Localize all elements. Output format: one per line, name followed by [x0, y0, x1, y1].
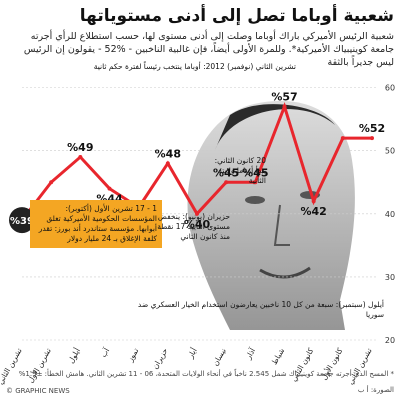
data-point	[78, 155, 83, 160]
data-label: %57	[271, 91, 297, 104]
annotation-january: 20 كانون الثاني: يبدأ أوباما ولايته الثا…	[214, 156, 266, 185]
y-tick-label: 60	[385, 84, 395, 93]
data-label: %45	[213, 166, 239, 179]
x-tick-label: تشرين الثاني	[0, 347, 24, 386]
x-tick-label: أيلول	[65, 346, 82, 365]
data-label: %42	[300, 205, 326, 218]
annotation-shutdown-text: 1 - 17 تشرين الأول (أكتوبر): المؤسسات ال…	[38, 204, 157, 243]
y-tick-label: 30	[385, 273, 395, 282]
data-label: %52	[359, 122, 385, 135]
data-point	[311, 199, 316, 204]
x-tick-label: أيار	[185, 346, 199, 361]
data-point	[107, 186, 112, 191]
chart-subtitle: شعبية الرئيس الأميركي باراك أوباما وصلت …	[23, 31, 394, 68]
data-point	[195, 211, 199, 216]
data-label: %40	[184, 218, 211, 231]
data-point	[370, 136, 374, 141]
portrait-photo	[187, 100, 355, 330]
survey-note: * المسح الذي أجرته جامعة كوينيبياك شمل 2…	[18, 370, 394, 378]
election-label: تشرين الثاني (نوفمبر) 2012: أوباما ينتخب…	[93, 62, 296, 71]
y-tick-label: 40	[385, 210, 395, 219]
copyright: © GRAPHIC NEWS	[6, 387, 70, 395]
x-tick-label: آذار	[242, 345, 257, 361]
data-point	[165, 161, 170, 166]
data-label: %48	[155, 147, 181, 160]
data-point	[224, 180, 229, 185]
data-point	[282, 104, 287, 109]
data-label: %49	[67, 141, 93, 154]
data-point	[340, 136, 345, 141]
annotation-june: حزيران (يونيو): ينخفض مستوى التأييد 17 ن…	[157, 212, 230, 241]
data-label: %45	[242, 166, 268, 179]
chart-title: شعبية أوباما تصل إلى أدنى مستوياتها	[79, 6, 394, 26]
x-tick-label: حزيران	[150, 346, 169, 370]
x-tick-label: تشرين الأول	[25, 346, 53, 384]
data-point	[253, 180, 258, 185]
x-tick-label: آب	[98, 345, 112, 359]
data-label: %39	[10, 216, 34, 227]
annotation-september: أيلول (سبتمبر): سبعة من كل 10 ناخبين يعا…	[137, 300, 384, 319]
x-tick-label: تموز	[125, 347, 140, 364]
x-tick-label: تشرين الثاني	[346, 347, 374, 386]
x-tick-label: شباط	[270, 347, 287, 367]
sources-label: الصورة: أ ب	[357, 386, 394, 394]
y-tick-label: 50	[385, 147, 395, 156]
x-tick-label: نيسان	[211, 347, 228, 368]
annotation-shutdown: 1 - 17 تشرين الأول (أكتوبر): المؤسسات ال…	[30, 200, 162, 248]
data-label-bubble	[9, 207, 35, 234]
data-point	[49, 180, 54, 185]
y-tick-label: 20	[385, 336, 395, 345]
